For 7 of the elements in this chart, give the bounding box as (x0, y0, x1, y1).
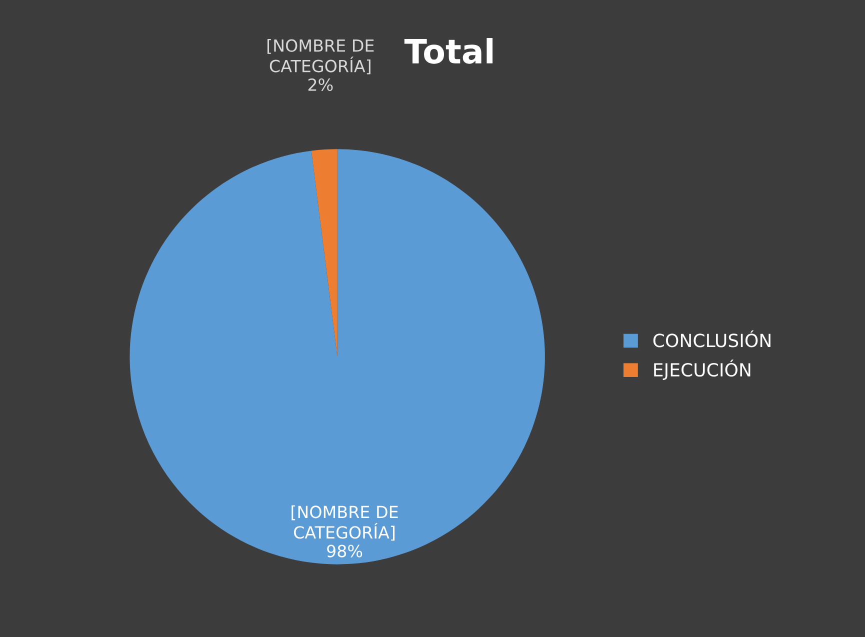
legend-label: EJECUCIÓN (654, 360, 750, 380)
pie-slice (130, 149, 545, 564)
data-label: [NOMBRE DE CATEGORÍA] 2% (267, 38, 374, 92)
legend-label: CONCLUSIÓN (653, 330, 770, 348)
pie-slice (311, 149, 338, 357)
chart-title: Total (404, 38, 493, 64)
data-label: [NOMBRE DE CATEGORÍA] 98% (292, 505, 398, 558)
